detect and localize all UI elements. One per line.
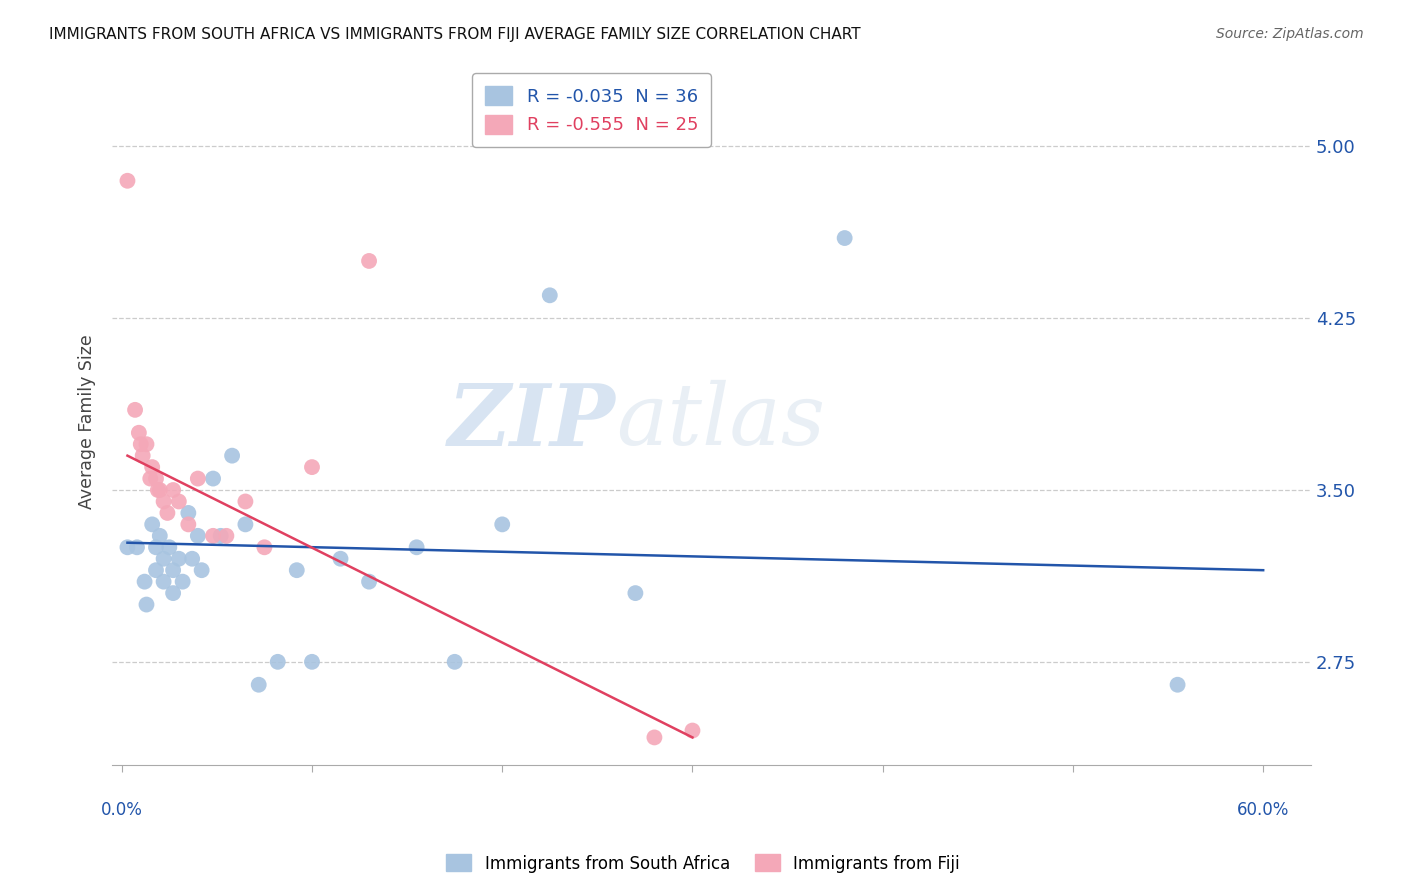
Point — [247, 678, 270, 692]
Point — [134, 574, 156, 589]
Point — [215, 529, 238, 543]
Point — [125, 541, 148, 555]
Point — [146, 483, 169, 497]
Legend: R = -0.035  N = 36, R = -0.555  N = 25: R = -0.035 N = 36, R = -0.555 N = 25 — [472, 73, 711, 147]
Point — [152, 494, 174, 508]
Point — [202, 529, 225, 543]
Point — [624, 586, 647, 600]
Point — [443, 655, 465, 669]
Point — [128, 425, 150, 440]
Point — [187, 529, 209, 543]
Point — [253, 541, 276, 555]
Point — [156, 506, 179, 520]
Point — [149, 529, 172, 543]
Point — [491, 517, 513, 532]
Point — [117, 541, 139, 555]
Point — [209, 529, 232, 543]
Point — [139, 472, 162, 486]
Point — [145, 541, 167, 555]
Point — [172, 574, 194, 589]
Point — [135, 598, 157, 612]
Point — [643, 731, 665, 745]
Point — [177, 506, 200, 520]
Point — [187, 472, 209, 486]
Point — [131, 449, 153, 463]
Point — [157, 541, 180, 555]
Point — [235, 517, 257, 532]
Point — [202, 472, 225, 486]
Point — [145, 472, 167, 486]
Text: IMMIGRANTS FROM SOUTH AFRICA VS IMMIGRANTS FROM FIJI AVERAGE FAMILY SIZE CORRELA: IMMIGRANTS FROM SOUTH AFRICA VS IMMIGRAN… — [49, 27, 860, 42]
Point — [167, 551, 190, 566]
Point — [129, 437, 152, 451]
Point — [682, 723, 704, 738]
Text: ZIP: ZIP — [447, 380, 616, 463]
Point — [267, 655, 290, 669]
Point — [235, 494, 257, 508]
Point — [177, 517, 200, 532]
Point — [357, 254, 380, 268]
Point — [301, 460, 323, 475]
Point — [117, 174, 139, 188]
Point — [405, 541, 427, 555]
Point — [124, 402, 146, 417]
Point — [141, 460, 163, 475]
Point — [149, 483, 172, 497]
Point — [329, 551, 352, 566]
Point — [145, 563, 167, 577]
Point — [834, 231, 856, 245]
Point — [167, 494, 190, 508]
Point — [162, 586, 184, 600]
Text: atlas: atlas — [616, 380, 825, 463]
Point — [190, 563, 212, 577]
Point — [221, 449, 243, 463]
Point — [135, 437, 157, 451]
Point — [162, 563, 184, 577]
Y-axis label: Average Family Size: Average Family Size — [79, 334, 96, 508]
Point — [1167, 678, 1189, 692]
Point — [181, 551, 204, 566]
Point — [538, 288, 561, 302]
Point — [141, 517, 163, 532]
Point — [285, 563, 308, 577]
Text: 60.0%: 60.0% — [1237, 801, 1289, 819]
Point — [162, 483, 184, 497]
Legend: Immigrants from South Africa, Immigrants from Fiji: Immigrants from South Africa, Immigrants… — [440, 847, 966, 880]
Text: 0.0%: 0.0% — [101, 801, 142, 819]
Point — [152, 574, 174, 589]
Point — [357, 574, 380, 589]
Text: Source: ZipAtlas.com: Source: ZipAtlas.com — [1216, 27, 1364, 41]
Point — [301, 655, 323, 669]
Point — [152, 551, 174, 566]
